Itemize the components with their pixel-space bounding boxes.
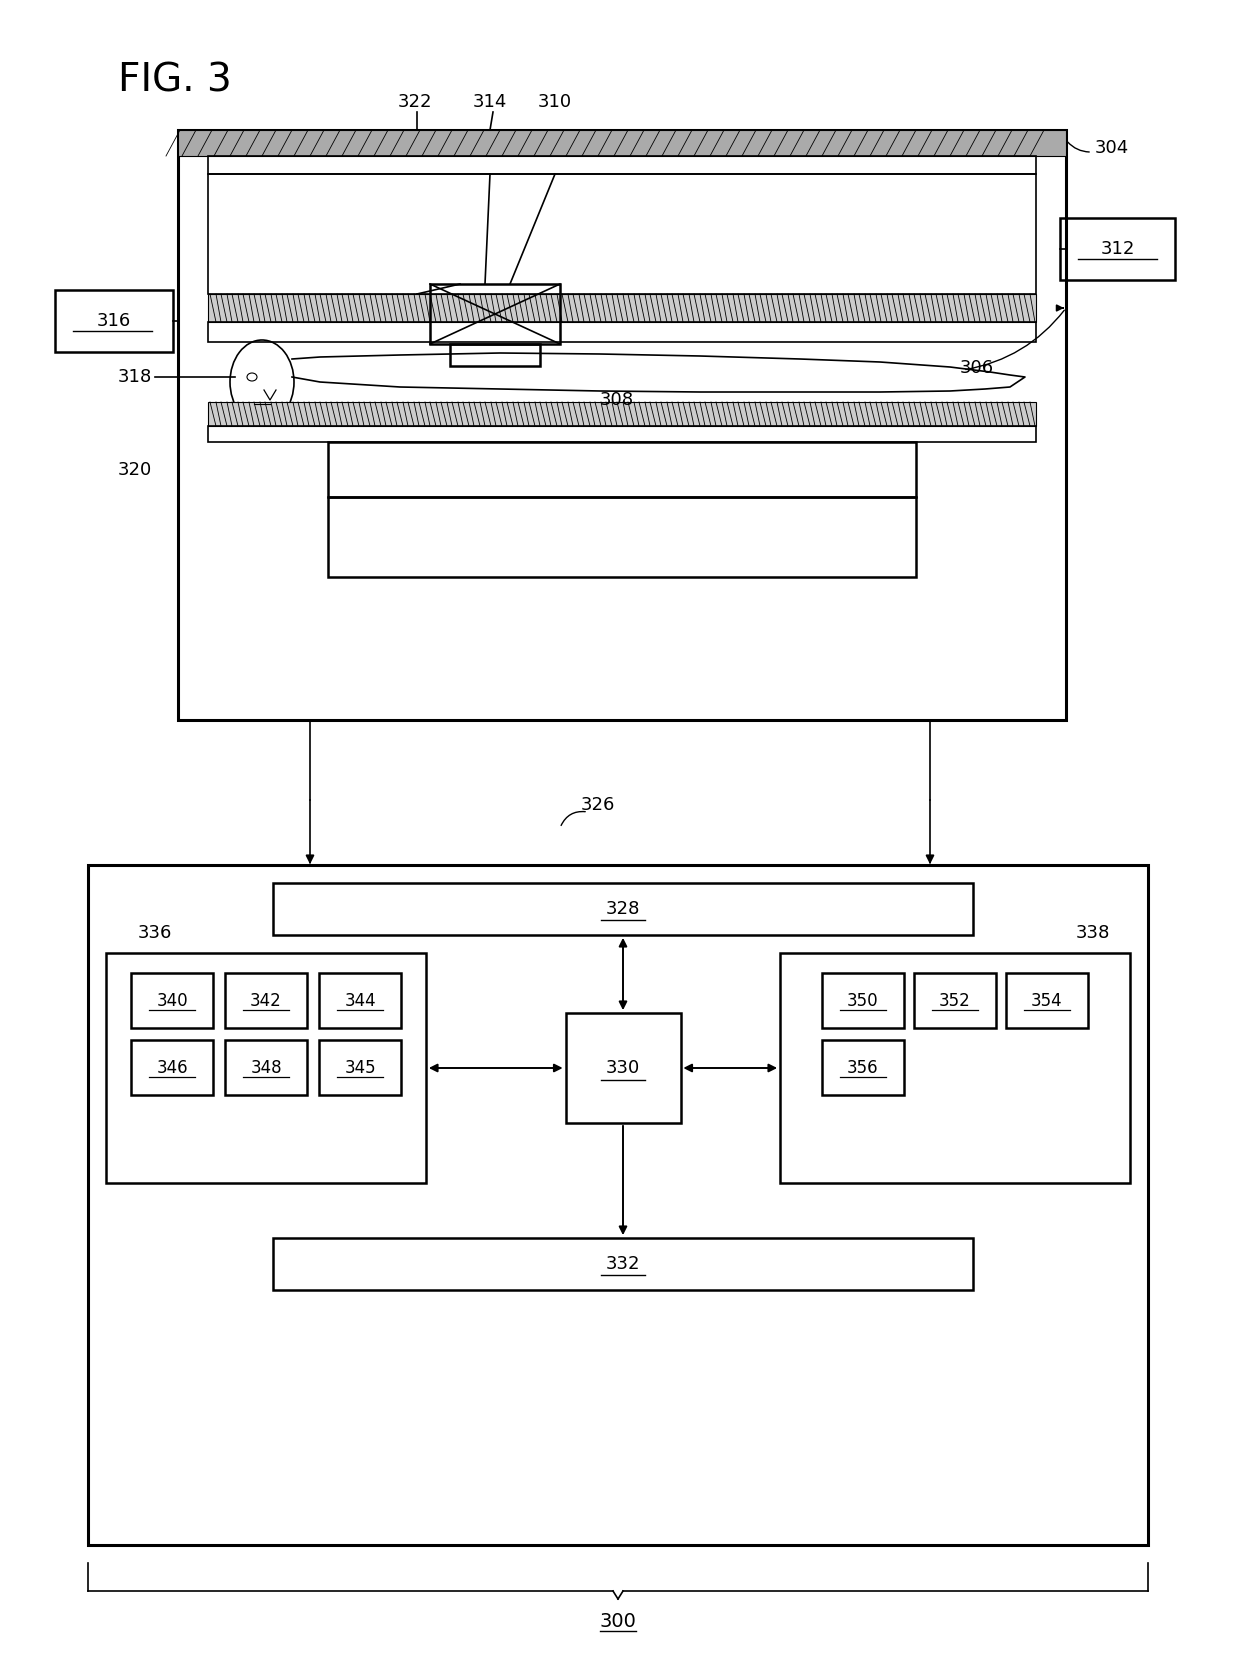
Text: 345: 345 (345, 1059, 376, 1076)
Bar (131, 974, 213, 1027)
Text: 316: 316 (97, 312, 131, 330)
Text: 322: 322 (398, 92, 433, 111)
Bar (430, 283, 560, 344)
Bar (822, 1041, 904, 1094)
Text: 338: 338 (1075, 923, 1110, 942)
Text: 332: 332 (606, 1255, 640, 1274)
Text: 348: 348 (250, 1059, 281, 1076)
Bar (55, 290, 174, 352)
Text: 350: 350 (847, 992, 879, 1009)
Bar (450, 344, 539, 365)
Text: 306: 306 (960, 359, 994, 377)
Bar (329, 498, 916, 577)
Text: 318: 318 (118, 369, 153, 385)
Bar (1006, 974, 1087, 1027)
Text: 356: 356 (847, 1059, 879, 1076)
Bar (273, 1239, 973, 1291)
Bar (914, 974, 996, 1027)
Bar (319, 974, 401, 1027)
Bar (273, 883, 973, 935)
Text: 340: 340 (156, 992, 187, 1009)
Text: 304: 304 (1095, 139, 1130, 158)
Bar (179, 131, 1066, 721)
Text: FIG. 3: FIG. 3 (118, 62, 232, 101)
Bar (105, 954, 427, 1183)
Text: 310: 310 (538, 92, 572, 111)
Bar (208, 156, 1035, 174)
Text: 320: 320 (118, 461, 153, 479)
Text: 342: 342 (250, 992, 281, 1009)
Bar (224, 1041, 308, 1094)
Bar (208, 174, 1035, 293)
Bar (319, 1041, 401, 1094)
Bar (88, 865, 1148, 1545)
Text: 314: 314 (472, 92, 507, 111)
Bar (822, 974, 904, 1027)
Text: 344: 344 (345, 992, 376, 1009)
Bar (780, 954, 1130, 1183)
Bar (208, 426, 1035, 442)
Text: 328: 328 (606, 900, 640, 918)
Text: 352: 352 (939, 992, 971, 1009)
Bar (329, 442, 916, 498)
Bar (131, 1041, 213, 1094)
Text: 336: 336 (138, 923, 172, 942)
Bar (208, 402, 1035, 426)
Text: 312: 312 (1100, 240, 1135, 258)
Text: 354: 354 (1032, 992, 1063, 1009)
Bar (565, 1012, 681, 1123)
Bar (224, 974, 308, 1027)
Bar (179, 131, 1066, 156)
Text: 346: 346 (156, 1059, 187, 1076)
Bar (208, 293, 1035, 322)
Text: 330: 330 (606, 1059, 640, 1078)
Bar (208, 322, 1035, 342)
Text: 326: 326 (580, 796, 615, 815)
Bar (1060, 218, 1176, 280)
Text: 300: 300 (600, 1612, 636, 1631)
Text: 308: 308 (600, 391, 634, 409)
